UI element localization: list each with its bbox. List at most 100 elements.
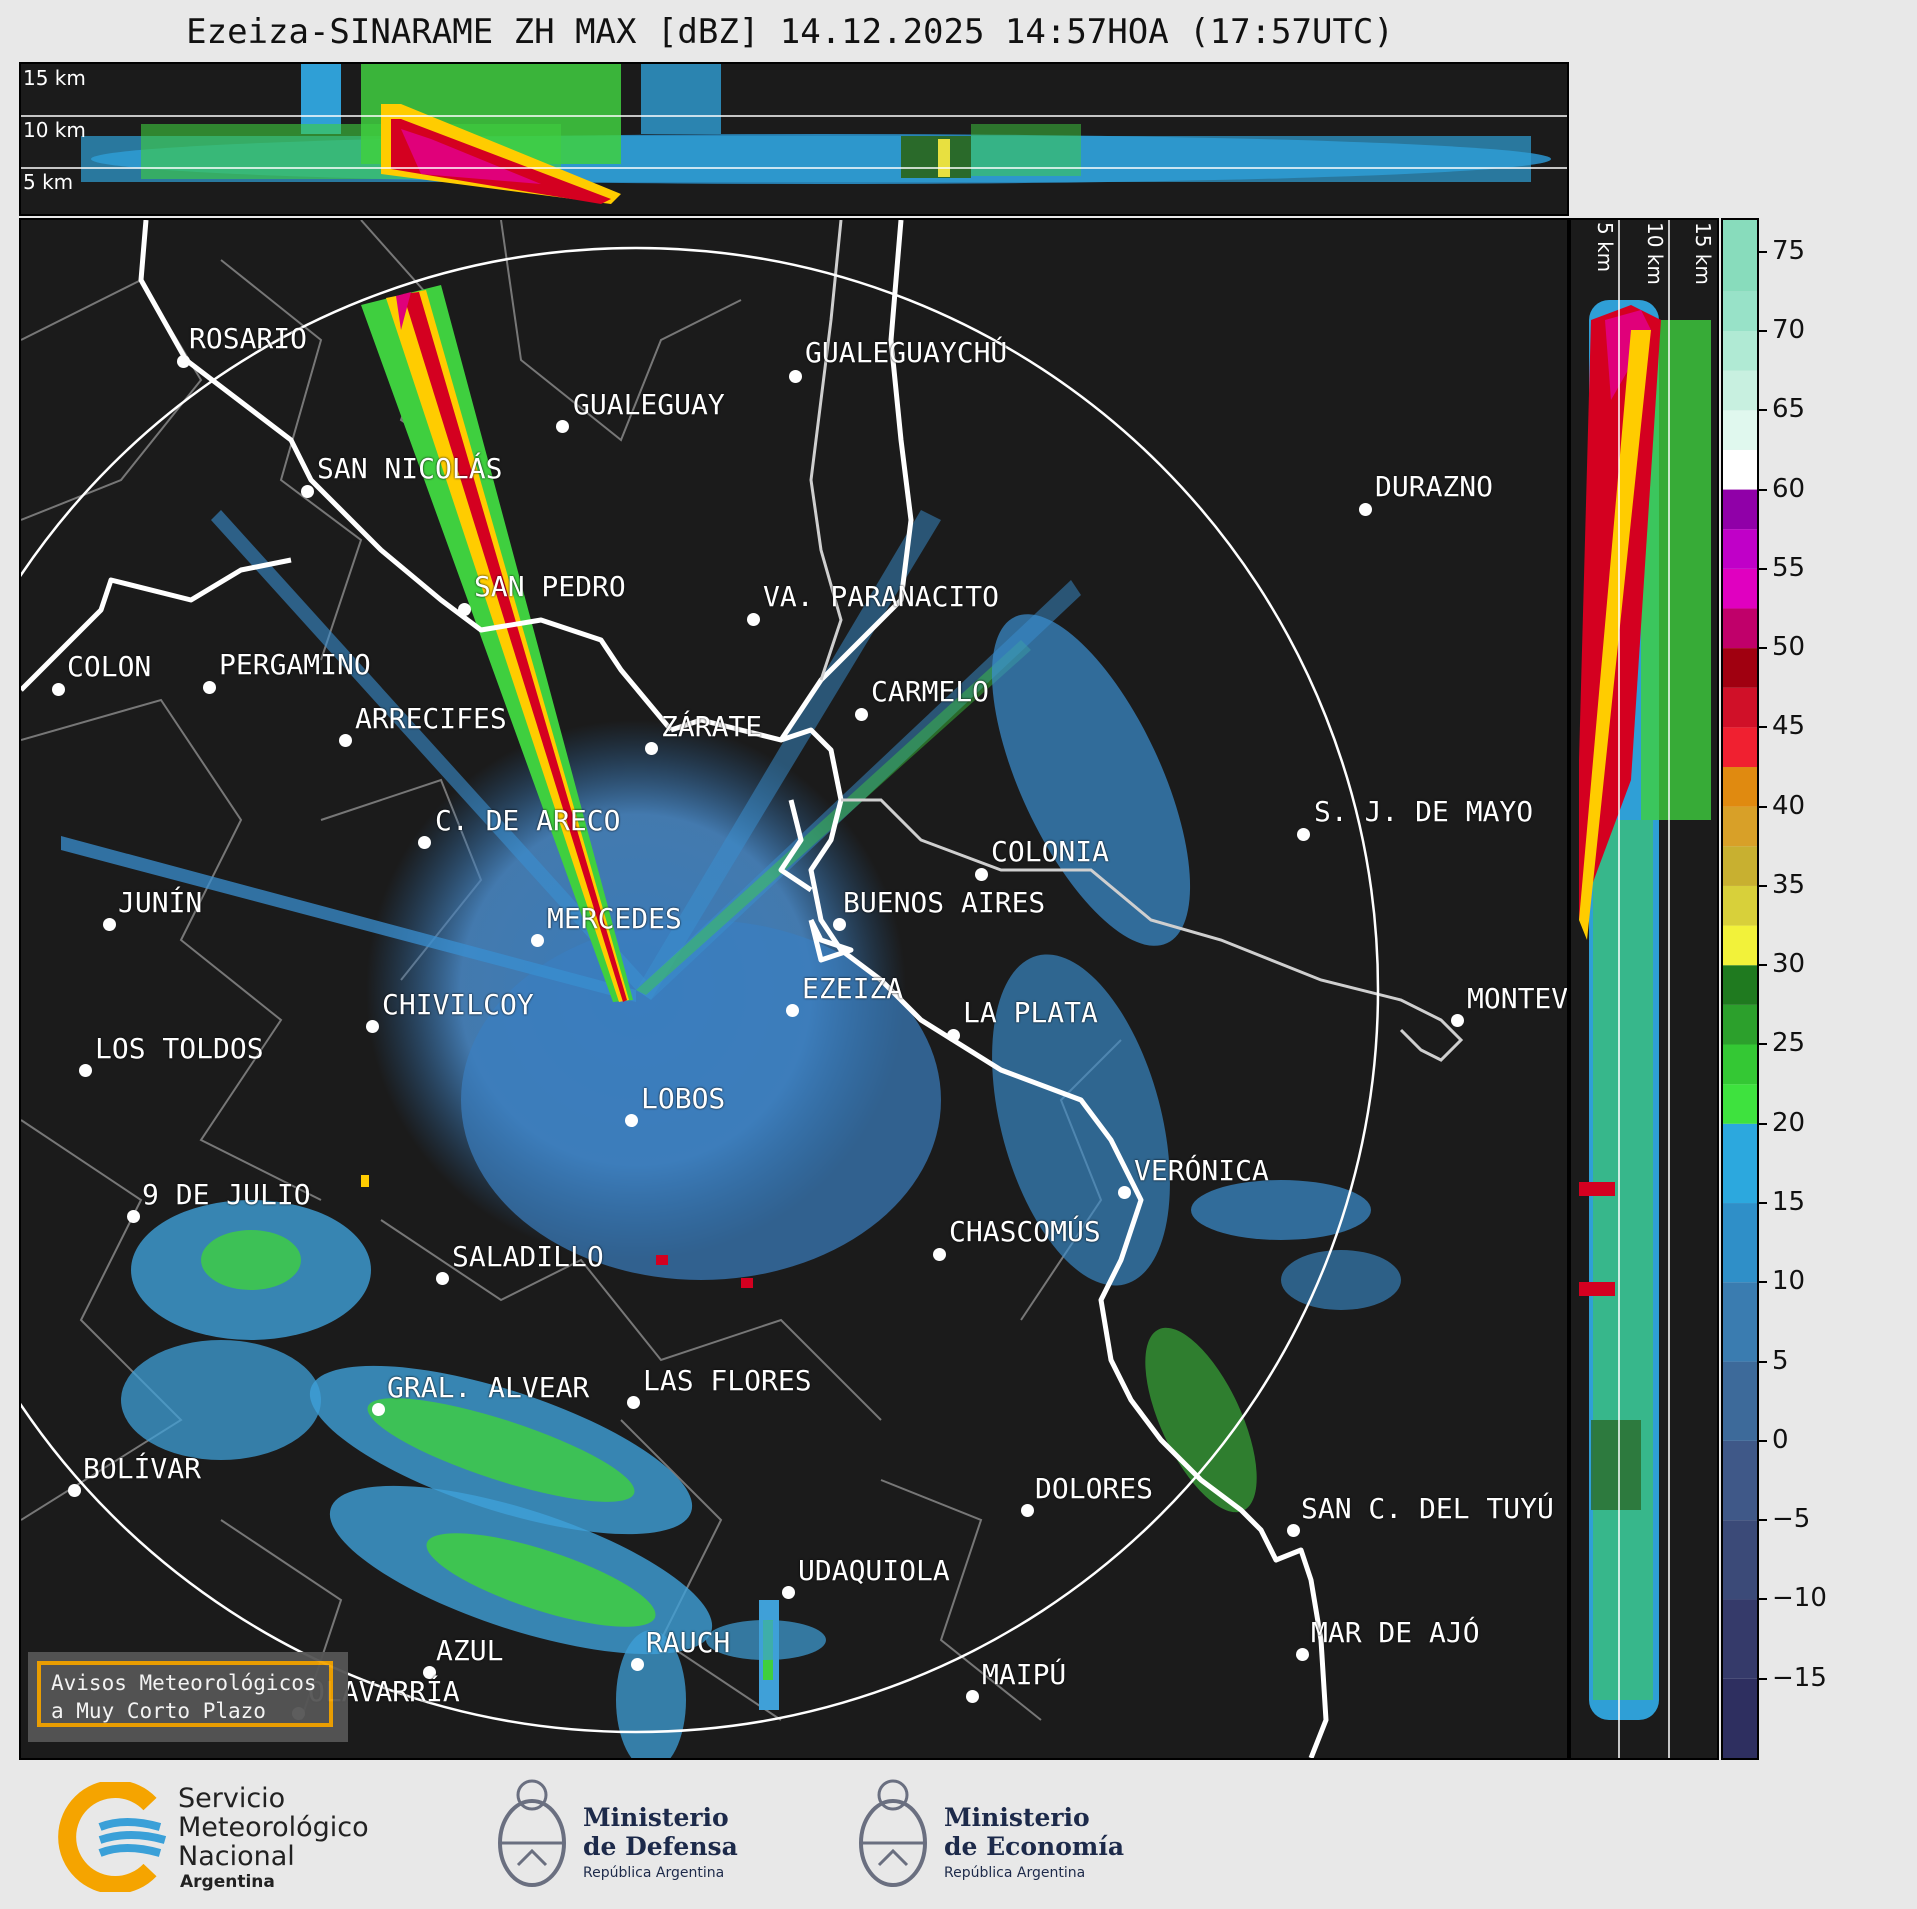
city-label-dolores: DOLORES [1035,1472,1154,1505]
escudo-economia-icon [859,1779,927,1887]
colorbar-band [1723,727,1757,768]
city-dot-saladillo [436,1272,449,1285]
city-dot-san-nicolas [301,485,314,498]
colorbar-tick [1759,1439,1767,1442]
colorbar-band [1723,1004,1757,1045]
colorbar-band [1723,1203,1757,1283]
city-label-va-paranacito: VA. PARANACITO [763,580,1000,613]
city-label-bolivar: BOLÍVAR [83,1452,202,1485]
city-dot-chivilcoy [366,1020,379,1033]
city-dot-colon [52,683,65,696]
city-label-gualeguaychu: GUALEGUAYCHÚ [805,336,1008,369]
radar-map[interactable]: ROSARIO GUALEGUAYCHÚ GUALEGUAY SAN NICOL… [19,218,1569,1760]
colorbar-tick [1759,884,1767,887]
city-dot-mar-de-ajo [1296,1648,1309,1661]
colorbar-tick-label: 75 [1772,235,1806,266]
smn-logo-icon [58,1782,167,1892]
city-label-colon: COLON [67,650,152,683]
colorbar-gradient [1723,220,1757,1758]
smn-line1: Servicio [178,1783,286,1814]
colorbar-tick-label: 70 [1772,314,1806,345]
city-label-rosario: ROSARIO [189,322,308,355]
city-label-la-plata: LA PLATA [963,996,1098,1029]
city-label-carmelo: CARMELO [871,675,990,708]
city-label-colonia: COLONIA [991,835,1110,868]
city-dot-gualeguay [556,420,569,433]
smn-line2: Meteorológico [178,1812,369,1843]
city-dot-c-de-areco [418,836,431,849]
colorbar-tick [1759,488,1767,491]
city-dot-junin [103,918,116,931]
colorbar-band [1723,1361,1757,1441]
colorbar-tick-label: 10 [1772,1266,1806,1297]
colorbar-band [1723,648,1757,688]
reflectivity-colorbar [1721,218,1759,1760]
city-dot-gualeguaychu [789,370,802,383]
colorbar-band [1723,1123,1757,1204]
city-label-c-de-areco: C. DE ARECO [435,804,621,837]
colorbar-tick-label: 25 [1772,1028,1806,1059]
colorbar-band [1723,1678,1757,1758]
colorbar-tick-label: 15 [1772,1187,1806,1218]
city-dot-gral-alvear [372,1403,385,1416]
colorbar-tick [1759,1598,1767,1601]
city-label-pergamino: PERGAMINO [219,648,371,681]
colorbar-tick [1759,805,1767,808]
footer: Servicio Meteorológico Nacional Argentin… [0,1765,1917,1909]
aviso-box[interactable]: Avisos Meteorológicos a Muy Corto Plazo [28,1652,348,1742]
colorbar-band [1723,1044,1757,1085]
colorbar-tick-label: −5 [1772,1504,1811,1535]
colorbar-tick [1759,726,1767,729]
colorbar-tick [1759,1202,1767,1205]
colorbar-tick [1759,647,1767,650]
side-height-label-5: 5 km [1593,222,1617,273]
top-height-label-15: 15 km [23,66,86,90]
aviso-link[interactable]: Avisos Meteorológicos a Muy Corto Plazo [37,1661,333,1727]
top-cross-section-panel: 15 km 10 km 5 km [19,62,1569,216]
colorbar-tick [1759,1360,1767,1363]
colorbar-tick [1759,329,1767,332]
city-label-san-nicolas: SAN NICOLÁS [317,452,503,485]
city-label-mar-de-ajo: MAR DE AJÓ [1311,1616,1480,1649]
city-label-arrecifes: ARRECIFES [355,702,507,735]
colorbar-tick-label: 60 [1772,473,1806,504]
city-dot-chascomus [933,1248,946,1261]
city-dot-9-de-julio [127,1210,140,1223]
city-label-rauch: RAUCH [646,1626,731,1659]
page-title: Ezeiza-SINARAME ZH MAX [dBZ] 14.12.2025 … [186,12,1394,52]
colorbar-band [1723,1440,1757,1521]
colorbar-band [1723,687,1757,728]
city-label-sj-de-mayo: S. J. DE MAYO [1314,795,1534,828]
smn-line4: Argentina [180,1872,275,1892]
colorbar-tick [1759,1281,1767,1284]
economia-line2: de Economía [944,1832,1125,1861]
city-dot-la-plata [947,1029,960,1042]
colorbar-band [1723,220,1757,292]
colorbar-band [1723,449,1757,490]
city-dot-san-pedro [458,603,471,616]
city-dot-pergamino [203,681,216,694]
colorbar-tick-label: 40 [1772,790,1806,821]
city-label-los-toldos: LOS TOLDOS [95,1032,264,1065]
city-label-las-flores: LAS FLORES [643,1364,812,1397]
colorbar-tick [1759,1519,1767,1522]
top-cross-section-graphic [21,64,1567,204]
city-label-veronica: VERÓNICA [1134,1154,1269,1187]
colorbar-band [1723,608,1757,649]
colorbar-band [1723,529,1757,569]
colorbar-band [1723,846,1757,886]
city-dot-bolivar [68,1484,81,1497]
colorbar-band [1723,568,1757,609]
colorbar-tick-label: 30 [1772,949,1806,980]
city-label-udaquiola: UDAQUIOLA [798,1554,950,1587]
city-dot-arrecifes [339,734,352,747]
colorbar-band [1723,410,1757,450]
colorbar-tick [1759,409,1767,412]
colorbar-band [1723,1520,1757,1600]
city-label-san-pedro: SAN PEDRO [474,570,626,603]
city-label-gral-alvear: GRAL. ALVEAR [387,1371,590,1404]
city-dot-rosario [177,355,190,368]
colorbar-tick-label: 5 [1772,1345,1789,1376]
colorbar-band [1723,925,1757,966]
city-dot-udaquiola [782,1586,795,1599]
